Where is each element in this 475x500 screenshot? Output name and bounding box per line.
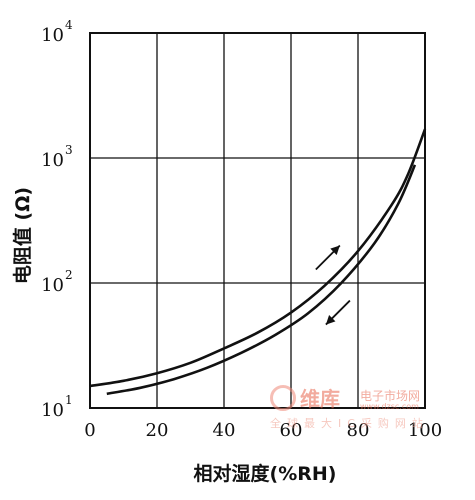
y-axis-title: 电阻值 (Ω) bbox=[12, 186, 35, 284]
y-tick-exponent-2: 3 bbox=[65, 143, 73, 157]
watermark-url: www.dzsc.com bbox=[360, 402, 419, 411]
y-tick-label-0: 10 bbox=[41, 400, 64, 421]
x-tick-label-40: 40 bbox=[213, 420, 236, 441]
y-tick-label-2: 10 bbox=[41, 150, 64, 171]
x-tick-label-60: 60 bbox=[280, 420, 303, 441]
curve-0 bbox=[89, 128, 427, 388]
watermark: 维库 电子市场网 www.dzsc.com 全球最大IC采购网站 bbox=[270, 383, 470, 433]
x-tick-label-0: 0 bbox=[84, 420, 95, 441]
watermark-main: 维库 bbox=[300, 387, 340, 411]
plot-frame bbox=[89, 32, 426, 409]
y-tick-exponent-3: 4 bbox=[65, 18, 73, 32]
x-tick-label-20: 20 bbox=[146, 420, 169, 441]
y-tick-label-1: 10 bbox=[41, 275, 64, 296]
arrow-head-up bbox=[330, 245, 340, 256]
curve-1 bbox=[106, 164, 417, 396]
x-tick-label-100: 100 bbox=[408, 420, 442, 441]
watermark-line: 全球最大IC采购网站 bbox=[270, 417, 429, 430]
x-tick-label-80: 80 bbox=[347, 420, 370, 441]
watermark-logo-icon bbox=[270, 385, 296, 411]
y-tick-exponent-1: 2 bbox=[65, 268, 73, 282]
x-axis-title: 相对湿度(%RH) bbox=[193, 463, 337, 485]
y-tick-exponent-0: 1 bbox=[65, 393, 73, 407]
watermark-sub: 电子市场网 bbox=[360, 389, 421, 403]
arrow-head-down bbox=[325, 315, 336, 325]
y-tick-label-3: 10 bbox=[41, 25, 64, 46]
